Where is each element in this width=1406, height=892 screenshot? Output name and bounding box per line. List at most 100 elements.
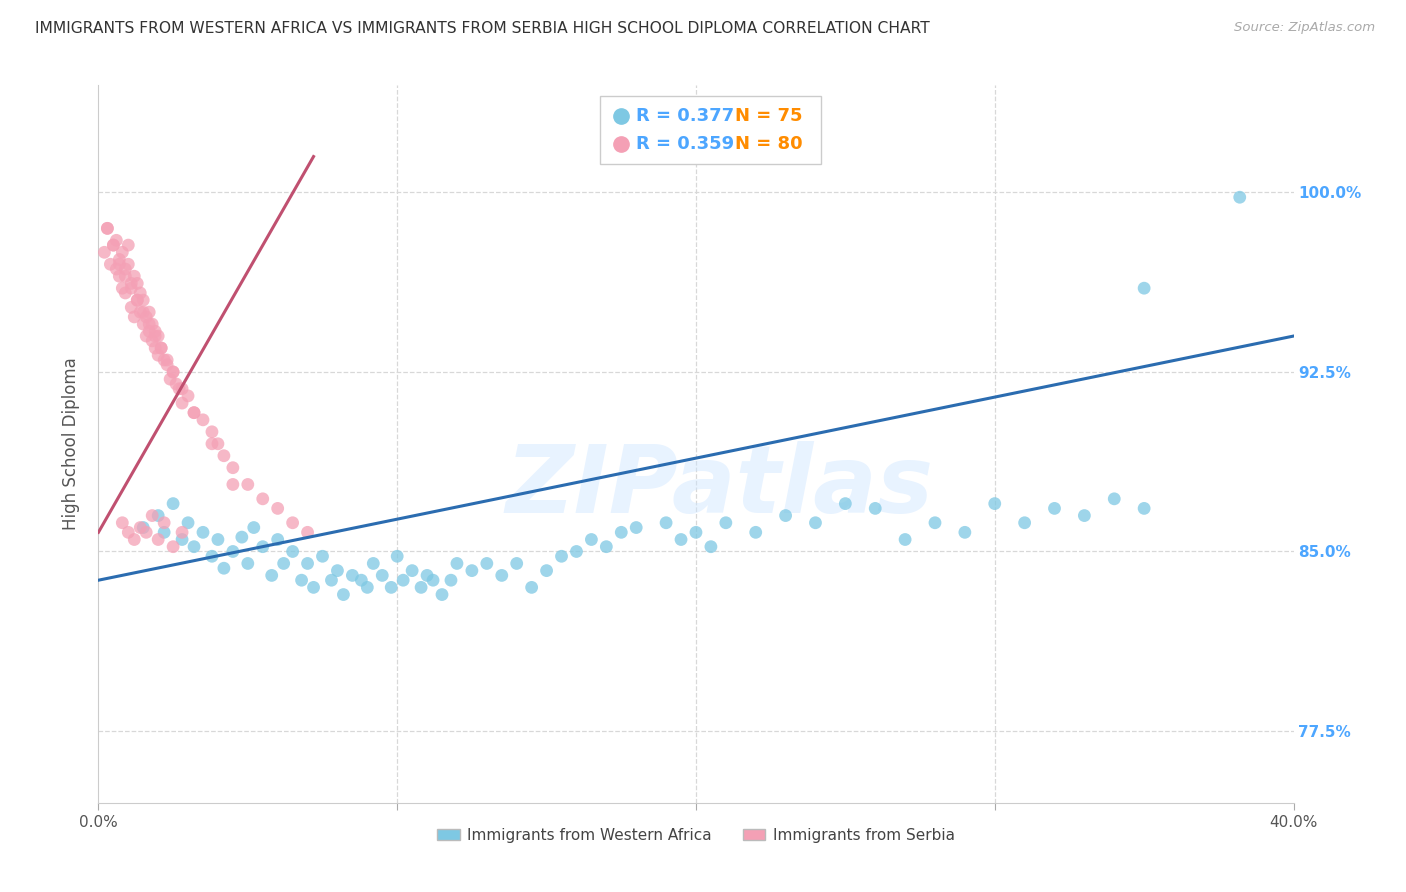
Point	[162, 365, 184, 379]
Point	[138, 324, 160, 338]
Point	[342, 568, 364, 582]
Point	[236, 477, 259, 491]
Point	[96, 221, 118, 235]
Point	[201, 425, 224, 439]
Point	[581, 533, 603, 547]
Point	[135, 329, 157, 343]
Point	[148, 508, 170, 523]
Point	[162, 365, 184, 379]
Point	[167, 382, 190, 396]
Point	[93, 245, 115, 260]
Point	[172, 396, 194, 410]
Point	[1043, 501, 1066, 516]
Point	[127, 293, 149, 308]
Point	[1133, 281, 1156, 295]
Point	[108, 257, 131, 271]
Point	[162, 540, 184, 554]
Point	[153, 516, 176, 530]
Point	[804, 516, 827, 530]
Point	[356, 581, 378, 595]
Point	[273, 557, 295, 571]
Point	[297, 557, 319, 571]
Legend: Immigrants from Western Africa, Immigrants from Serbia: Immigrants from Western Africa, Immigran…	[430, 822, 962, 849]
Text: Source: ZipAtlas.com: Source: ZipAtlas.com	[1234, 21, 1375, 35]
Point	[865, 501, 887, 516]
Point	[953, 525, 976, 540]
Point	[120, 277, 142, 291]
Point	[127, 293, 149, 308]
Point	[207, 533, 229, 547]
Point	[401, 564, 423, 578]
Point	[461, 564, 484, 578]
Point	[281, 516, 304, 530]
Point	[141, 508, 163, 523]
Point	[475, 557, 498, 571]
Point	[212, 449, 235, 463]
Text: IMMIGRANTS FROM WESTERN AFRICA VS IMMIGRANTS FROM SERBIA HIGH SCHOOL DIPLOMA COR: IMMIGRANTS FROM WESTERN AFRICA VS IMMIGR…	[35, 21, 929, 37]
Point	[506, 557, 529, 571]
Point	[371, 568, 394, 582]
Point	[172, 525, 194, 540]
Point	[685, 525, 707, 540]
Point	[267, 533, 290, 547]
Point	[156, 353, 179, 368]
Point	[252, 491, 274, 506]
Point	[626, 520, 648, 534]
Point	[124, 310, 146, 324]
Point	[124, 533, 146, 547]
Point	[138, 305, 160, 319]
Point	[183, 406, 205, 420]
Point	[416, 568, 439, 582]
Text: R = 0.359: R = 0.359	[637, 136, 734, 153]
Point	[610, 525, 633, 540]
Point	[103, 238, 125, 252]
Point	[124, 269, 146, 284]
Point	[446, 557, 468, 571]
Point	[669, 533, 692, 547]
Point	[177, 389, 200, 403]
Point	[114, 285, 136, 300]
Point	[207, 436, 229, 450]
Point	[103, 238, 125, 252]
Point	[380, 581, 402, 595]
Point	[98, 257, 122, 271]
Point	[924, 516, 946, 530]
Point	[363, 557, 385, 571]
Point	[984, 497, 1007, 511]
Point	[422, 573, 444, 587]
Point	[111, 281, 134, 295]
Point	[222, 460, 245, 475]
Point	[491, 568, 513, 582]
Point	[114, 262, 136, 277]
Point	[183, 540, 205, 554]
Point	[172, 533, 194, 547]
Point	[236, 557, 259, 571]
Point	[550, 549, 572, 564]
Point	[143, 324, 166, 338]
Point	[117, 257, 139, 271]
Point	[129, 520, 152, 534]
Text: R = 0.377: R = 0.377	[637, 107, 734, 125]
Point	[105, 233, 128, 247]
Point	[153, 525, 176, 540]
Point	[411, 581, 433, 595]
Point	[243, 520, 266, 534]
Point	[1014, 516, 1036, 530]
Point	[153, 353, 176, 368]
Point	[332, 588, 354, 602]
Point	[212, 561, 235, 575]
Point	[222, 544, 245, 558]
Point	[321, 573, 343, 587]
Point	[105, 262, 128, 277]
Point	[156, 358, 179, 372]
Point	[141, 317, 163, 331]
Point	[326, 564, 349, 578]
Point	[135, 310, 157, 324]
Point	[165, 376, 187, 391]
Point	[440, 573, 463, 587]
Point	[1133, 501, 1156, 516]
Point	[350, 573, 373, 587]
Point	[177, 516, 200, 530]
FancyBboxPatch shape	[600, 95, 821, 164]
Point	[191, 413, 214, 427]
